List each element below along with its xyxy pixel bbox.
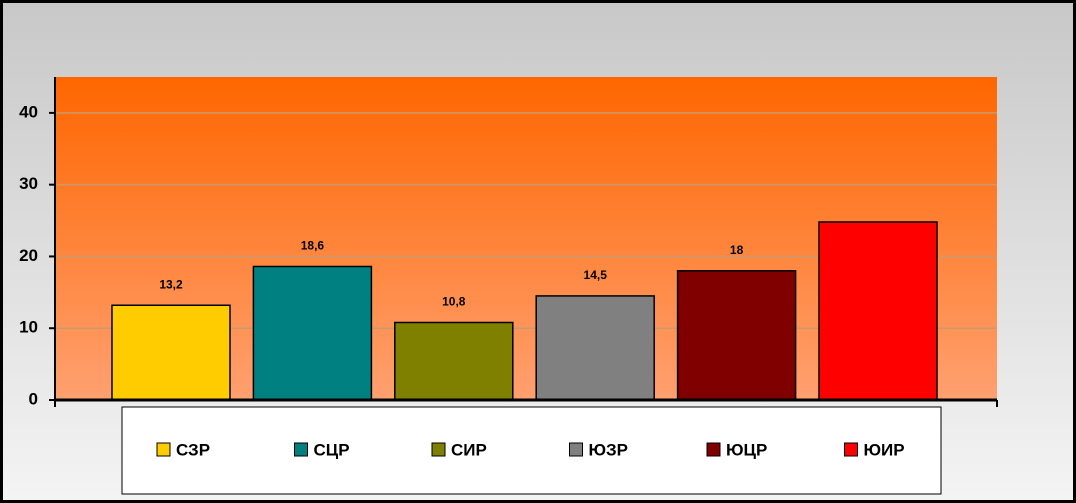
- legend-swatch: [156, 442, 171, 457]
- legend-label: ЮИР: [864, 440, 905, 459]
- data-label: 18,6: [301, 239, 325, 253]
- y-tick-label: 20: [19, 246, 38, 265]
- legend-swatch: [294, 442, 308, 457]
- data-label: 14,5: [584, 268, 608, 282]
- bar: [535, 295, 655, 401]
- legend-swatch: [569, 442, 583, 457]
- legend-label: ЮЦР: [726, 440, 767, 459]
- y-tick-label: 0: [29, 389, 38, 408]
- y-tick-label: 10: [19, 318, 38, 337]
- legend-swatch: [431, 442, 446, 457]
- legend-swatch: [706, 442, 721, 457]
- bar: [676, 270, 797, 401]
- bar: [252, 265, 373, 401]
- data-label: 13,2: [159, 277, 183, 291]
- data-label: 10,8: [442, 295, 466, 309]
- bar: [818, 221, 938, 401]
- bar: [111, 304, 231, 401]
- y-tick-label: 30: [19, 174, 38, 193]
- legend-box: [121, 406, 942, 495]
- legend-label: СИР: [451, 440, 487, 459]
- legend-label: ЮЗР: [589, 440, 629, 459]
- bar: [394, 321, 514, 401]
- legend-swatch: [844, 442, 858, 457]
- legend-label: СЗР: [176, 440, 210, 459]
- y-tick-label: 40: [19, 102, 38, 121]
- legend-label: СЦР: [314, 440, 350, 459]
- data-label: 18: [730, 243, 744, 257]
